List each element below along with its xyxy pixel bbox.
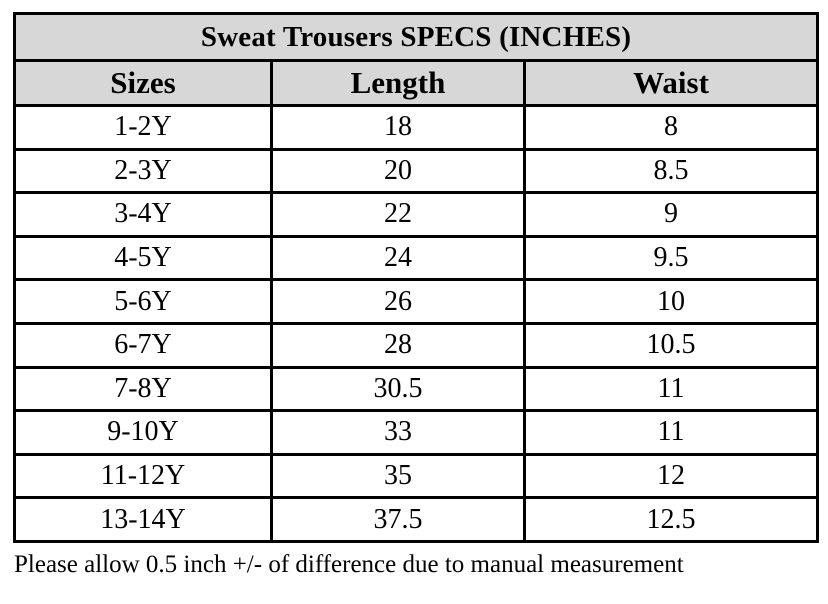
waist-cell: 11 [522, 409, 820, 456]
measurement-tolerance-note: Please allow 0.5 inch +/- of difference … [14, 550, 684, 578]
waist-cell: 8 [522, 104, 820, 151]
size-cell: 6-7Y [13, 321, 273, 369]
spec-table: Sweat Trousers SPECS (INCHES) Sizes Leng… [12, 12, 820, 543]
table-row: 1-2Y 18 8 [13, 104, 820, 151]
length-cell: 24 [270, 234, 526, 282]
length-cell: 30.5 [270, 365, 526, 413]
length-cell: 22 [270, 191, 526, 238]
table-row: 2-3Y 20 8.5 [13, 147, 820, 195]
table-row: 9-10Y 33 11 [13, 409, 820, 456]
table-row: 5-6Y 26 10 [13, 278, 820, 325]
size-cell: 5-6Y [13, 278, 273, 325]
table-row: 7-8Y 30.5 11 [13, 365, 820, 413]
length-cell: 18 [270, 104, 526, 151]
waist-cell: 11 [522, 365, 820, 413]
table-title: Sweat Trousers SPECS (INCHES) [12, 12, 820, 62]
waist-cell: 10 [522, 278, 820, 325]
table-row: 13-14Y 37.5 12.5 [13, 496, 820, 543]
table-row: 11-12Y 35 12 [13, 452, 820, 500]
table-row: 4-5Y 24 9.5 [13, 234, 820, 282]
size-cell: 1-2Y [13, 104, 273, 151]
column-header-length: Length [270, 59, 526, 107]
size-cell: 3-4Y [13, 191, 273, 238]
waist-cell: 12 [522, 452, 820, 500]
table-header-row: Sizes Length Waist [13, 59, 820, 107]
length-cell: 35 [270, 452, 526, 500]
table-row: 3-4Y 22 9 [13, 191, 820, 238]
size-cell: 2-3Y [13, 147, 273, 195]
waist-cell: 8.5 [522, 147, 820, 195]
length-cell: 33 [270, 409, 526, 456]
waist-cell: 9.5 [522, 234, 820, 282]
waist-cell: 10.5 [522, 321, 820, 369]
table-title-row: Sweat Trousers SPECS (INCHES) [12, 12, 820, 62]
size-cell: 9-10Y [13, 409, 273, 456]
table-row: 6-7Y 28 10.5 [13, 321, 820, 369]
size-cell: 11-12Y [13, 452, 273, 500]
length-cell: 37.5 [270, 496, 526, 543]
column-header-waist: Waist [522, 59, 820, 107]
waist-cell: 9 [522, 191, 820, 238]
length-cell: 26 [270, 278, 526, 325]
size-cell: 4-5Y [13, 234, 273, 282]
column-header-sizes: Sizes [13, 59, 273, 107]
size-cell: 7-8Y [13, 365, 273, 413]
length-cell: 28 [270, 321, 526, 369]
length-cell: 20 [270, 147, 526, 195]
size-cell: 13-14Y [13, 496, 273, 543]
waist-cell: 12.5 [522, 496, 820, 543]
